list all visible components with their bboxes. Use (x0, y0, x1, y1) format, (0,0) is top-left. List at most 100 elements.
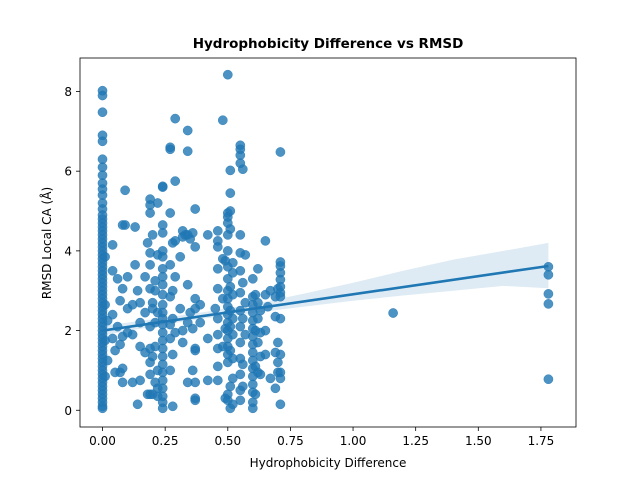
data-point (190, 204, 201, 214)
data-point (270, 383, 281, 394)
data-point (187, 365, 198, 376)
data-point (165, 144, 176, 155)
x-tick-label: 1.25 (402, 434, 429, 448)
data-point (227, 329, 238, 340)
data-point (130, 259, 140, 270)
data-point (175, 303, 186, 314)
data-point (212, 375, 223, 386)
data-point (388, 308, 398, 318)
data-point (202, 333, 213, 344)
data-point (100, 299, 110, 310)
data-point (235, 265, 246, 276)
data-point (273, 337, 283, 348)
data-point (165, 365, 176, 376)
y-axis-label: RMSD Local CA (Å) (39, 187, 54, 299)
data-point (225, 165, 236, 176)
data-points (97, 69, 554, 414)
data-point (140, 307, 150, 318)
data-point (157, 403, 168, 414)
data-point (190, 345, 201, 356)
regression-line (102, 264, 549, 332)
data-point (265, 373, 276, 384)
y-tick-label: 4 (64, 244, 72, 258)
data-point (145, 369, 155, 380)
data-point (130, 222, 140, 232)
data-point (210, 303, 221, 314)
data-point (117, 377, 128, 388)
data-point (165, 208, 176, 218)
data-point (102, 355, 113, 366)
data-point (112, 273, 123, 284)
chart-title: Hydrophobicity Difference vs RMSD (193, 36, 464, 52)
data-point (217, 115, 228, 126)
data-point (165, 259, 176, 270)
data-point (117, 363, 128, 374)
data-point (195, 317, 206, 328)
data-point (175, 251, 186, 262)
data-point (147, 230, 158, 240)
data-point (135, 297, 145, 308)
x-tick-label: 0.25 (152, 434, 179, 448)
data-point (120, 220, 130, 230)
data-point (212, 242, 223, 252)
data-point (222, 69, 233, 80)
data-point (142, 238, 153, 248)
data-point (235, 395, 246, 406)
data-point (253, 263, 263, 274)
data-point (177, 337, 188, 348)
data-point (225, 206, 236, 216)
data-point (227, 257, 238, 268)
data-point (135, 375, 145, 386)
x-axis-ticks: 0.00 0.25 0.50 0.75 1.00 1.25 1.50 1.75 (89, 427, 554, 448)
data-point (100, 251, 110, 262)
data-point (212, 283, 223, 294)
data-point (227, 373, 238, 384)
data-point (187, 323, 198, 334)
data-point (247, 403, 258, 414)
data-point (235, 337, 246, 348)
data-point (170, 113, 181, 124)
x-tick-label: 0.00 (89, 434, 116, 448)
data-point (237, 164, 248, 175)
data-point (157, 182, 168, 192)
data-point (235, 230, 246, 240)
x-tick-label: 1.50 (465, 434, 492, 448)
data-point (202, 375, 213, 386)
data-point (97, 107, 108, 118)
data-point (170, 176, 181, 186)
data-point (127, 329, 138, 340)
y-tick-label: 0 (64, 404, 72, 418)
axes-frame (79, 57, 577, 428)
data-point (237, 359, 248, 370)
y-tick-label: 2 (64, 324, 72, 338)
x-tick-label: 1.75 (528, 434, 555, 448)
data-point (187, 228, 198, 238)
data-point (222, 246, 233, 256)
y-tick-label: 8 (64, 85, 72, 99)
plot-area (97, 69, 554, 414)
data-point (235, 369, 246, 380)
data-point (167, 401, 178, 412)
data-point (212, 226, 223, 236)
data-point (152, 198, 163, 208)
data-point (543, 299, 554, 309)
data-point (255, 369, 266, 380)
data-point (107, 333, 118, 344)
data-point (147, 351, 158, 362)
data-point (253, 337, 263, 348)
data-point (202, 230, 213, 240)
x-tick-label: 0.50 (214, 434, 241, 448)
data-point (237, 277, 248, 288)
data-point (167, 285, 178, 296)
data-point (225, 224, 236, 234)
data-point (275, 349, 286, 360)
data-point (190, 395, 201, 406)
data-point (132, 285, 143, 296)
data-point (182, 279, 193, 290)
data-point (237, 381, 248, 392)
data-point (543, 269, 554, 280)
y-tick-label: 6 (64, 165, 72, 179)
data-point (275, 147, 286, 157)
data-point (97, 403, 108, 414)
